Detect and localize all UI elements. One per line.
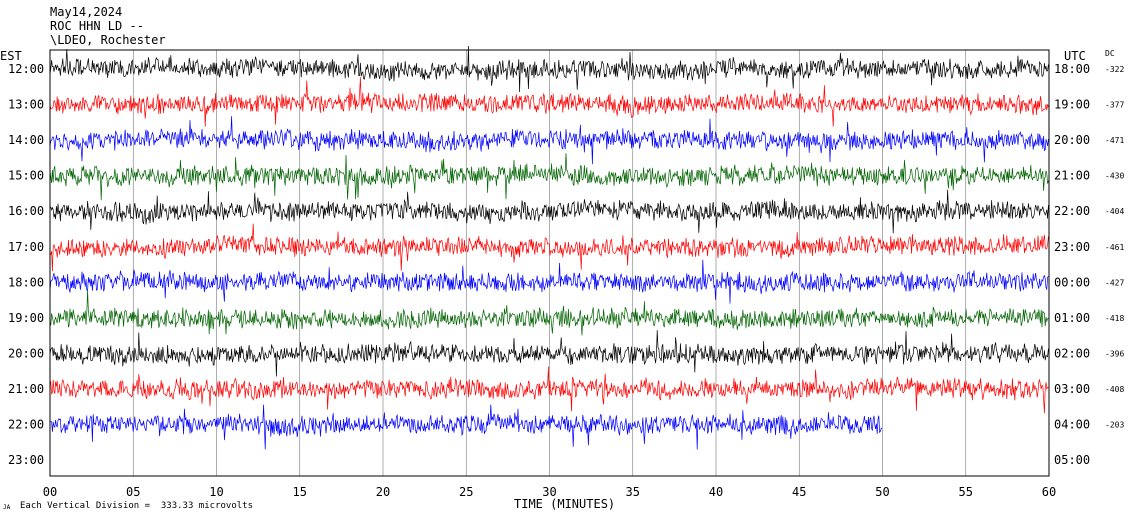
est-hour-label: 13:00: [8, 98, 44, 112]
x-tick-label: 00: [43, 485, 57, 499]
trace-1500: [49, 153, 1049, 201]
est-hour-label: 23:00: [8, 453, 44, 467]
dc-offset-label: -396: [1105, 349, 1124, 358]
x-tick-label: 55: [959, 485, 973, 499]
dc-offset-label: -427: [1105, 278, 1124, 287]
seismic-traces: [49, 45, 1049, 450]
trace-1200: [49, 45, 1049, 93]
trace-1600: [49, 189, 1049, 234]
x-tick-label: 10: [209, 485, 223, 499]
est-hour-label: 17:00: [8, 240, 44, 254]
trace-2200: [49, 404, 883, 450]
est-hour-label: 14:00: [8, 133, 44, 147]
x-axis-title: TIME (MINUTES): [514, 497, 615, 511]
x-tick-label: 20: [376, 485, 390, 499]
x-tick-label: 60: [1042, 485, 1056, 499]
station-location: \LDEO, Rochester: [50, 33, 166, 47]
dc-offset-label: -461: [1105, 243, 1124, 252]
dc-offset-label: -418: [1105, 314, 1124, 323]
trace-2100: [49, 366, 1049, 414]
x-tick-label: 50: [875, 485, 889, 499]
est-hour-label: 18:00: [8, 275, 44, 289]
est-hour-label: 16:00: [8, 204, 44, 218]
axis-labels: 00 05 10 15 20 25 30 35 40 45 50 55 60 12:00 18:00 -322…: [8, 62, 1124, 499]
dc-offset-label: -408: [1105, 385, 1124, 394]
x-tick-label: 40: [709, 485, 723, 499]
dc-axis-label: DC: [1105, 49, 1115, 58]
trace-1700: [49, 223, 1049, 272]
minute-gridlines: [132, 50, 967, 476]
x-tick-label: 45: [792, 485, 806, 499]
trace-2000: [49, 330, 1049, 377]
x-tick-label: 30: [542, 485, 556, 499]
est-hour-label: 22:00: [8, 418, 44, 432]
utc-hour-label: 04:00: [1054, 418, 1090, 432]
utc-hour-label: 18:00: [1054, 62, 1090, 76]
dc-offset-label: -404: [1105, 207, 1124, 216]
dc-offset-label: -322: [1105, 65, 1124, 74]
corner-mark: JA: [3, 504, 11, 511]
est-hour-label: 19:00: [8, 311, 44, 325]
vertical-division-note: Each Vertical Division = 333.33 microvol…: [20, 501, 253, 511]
x-tick-label: 25: [459, 485, 473, 499]
est-axis-label: EST: [0, 49, 22, 63]
station-code: ROC HHN LD --: [50, 19, 144, 33]
utc-hour-label: 02:00: [1054, 346, 1090, 360]
recording-date: May14,2024: [50, 5, 123, 19]
est-hour-label: 20:00: [8, 346, 44, 360]
utc-hour-label: 03:00: [1054, 382, 1090, 396]
trace-1900: [49, 290, 1049, 336]
dc-offset-label: -471: [1105, 136, 1124, 145]
dc-offset-label: -203: [1105, 421, 1124, 430]
x-tick-label: 35: [626, 485, 640, 499]
x-tick-label: 15: [293, 485, 307, 499]
utc-axis-label: UTC: [1064, 49, 1086, 63]
utc-hour-label: 23:00: [1054, 240, 1090, 254]
dc-offset-label: -377: [1105, 101, 1124, 110]
utc-hour-label: 00:00: [1054, 275, 1090, 289]
trace-1300: [49, 77, 1049, 127]
est-hour-label: 15:00: [8, 169, 44, 183]
utc-hour-label: 05:00: [1054, 453, 1090, 467]
utc-hour-label: 21:00: [1054, 169, 1090, 183]
est-hour-label: 21:00: [8, 382, 44, 396]
trace-1800: [49, 259, 1049, 304]
utc-hour-label: 20:00: [1054, 133, 1090, 147]
est-hour-label: 12:00: [8, 62, 44, 76]
utc-hour-label: 22:00: [1054, 204, 1090, 218]
utc-hour-label: 19:00: [1054, 98, 1090, 112]
x-tick-label: 05: [126, 485, 140, 499]
plot-frame: [49, 49, 1050, 477]
dc-offset-label: -430: [1105, 172, 1124, 181]
trace-1400: [49, 116, 1049, 165]
utc-hour-label: 01:00: [1054, 311, 1090, 325]
